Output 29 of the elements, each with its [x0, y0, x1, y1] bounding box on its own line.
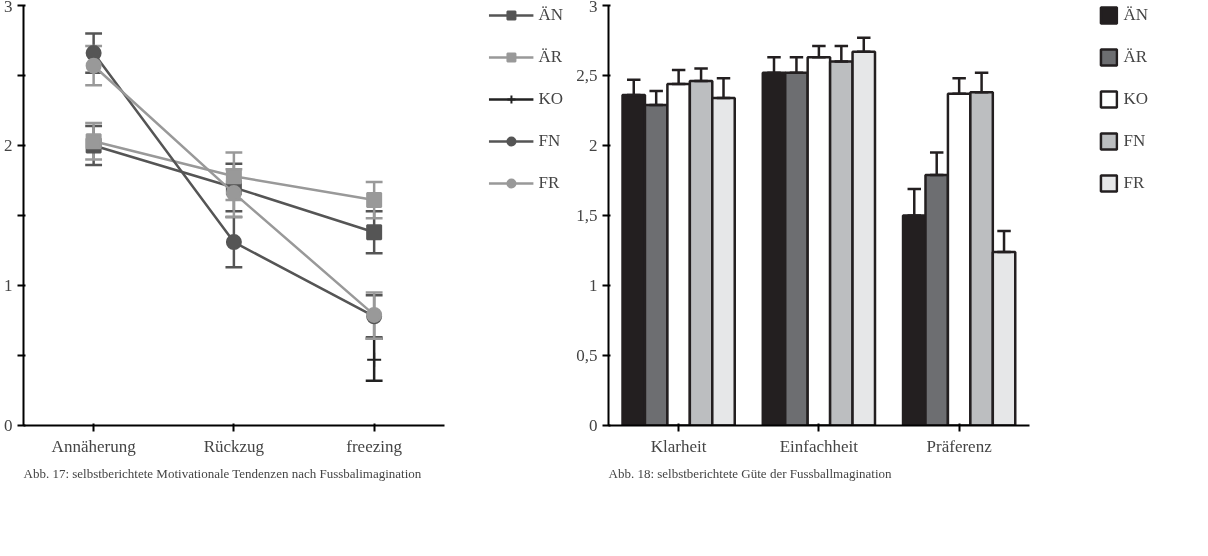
caption: Abb. 18: selbstberichtete Güte der Fussballmagination — [608, 465, 893, 481]
x-tick-label: Rückzug — [203, 436, 265, 456]
y-tick-label: 1,5 — [576, 206, 598, 225]
y-tick-label: 2,5 — [576, 66, 598, 85]
y-tick-label: 0 — [589, 416, 598, 435]
legend-label: FN — [538, 131, 561, 151]
legend-label: KO — [538, 89, 563, 109]
legend-label: ÄR — [1123, 47, 1148, 67]
x-tick-label: Klarheit — [650, 436, 707, 456]
y-tick-label: 1 — [4, 276, 13, 295]
legend-label: FN — [1123, 131, 1146, 151]
legend-label: ÄN — [538, 5, 563, 25]
caption: Abb. 17: selbstberichtete Motivationale Tendenzen nach Fussbalimagination — [23, 465, 422, 481]
legend-label: ÄN — [1123, 5, 1148, 25]
legend-label: FR — [538, 173, 560, 193]
legend-label: FR — [1123, 173, 1145, 193]
y-tick-label: 3 — [4, 0, 13, 16]
y-tick-label: 0 — [4, 416, 13, 435]
x-tick-label: Annäherung — [51, 436, 137, 456]
x-tick-label: Einfachheit — [779, 436, 859, 456]
y-tick-label: 2 — [4, 136, 13, 155]
x-tick-label: Präferenz — [926, 436, 993, 456]
x-tick-label: freezing — [346, 436, 403, 456]
legend-label: KO — [1123, 89, 1148, 109]
y-tick-label: 2 — [589, 136, 598, 155]
y-tick-label: 0,5 — [576, 346, 598, 365]
y-tick-label: 1 — [589, 276, 598, 295]
legend-label: ÄR — [538, 47, 563, 67]
y-tick-label: 3 — [589, 0, 598, 16]
